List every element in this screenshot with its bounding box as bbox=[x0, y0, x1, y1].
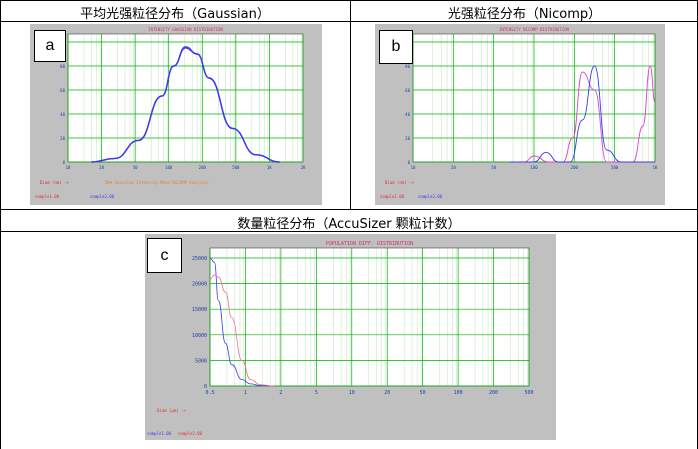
x-tick-label: 500 bbox=[611, 165, 619, 170]
y-tick-label: 15000 bbox=[192, 307, 207, 313]
y-tick-label: 20 bbox=[405, 136, 410, 141]
x-tick-label: 500 bbox=[524, 390, 533, 396]
x-tick-label: 20 bbox=[451, 165, 456, 170]
x-tick-label: 2K bbox=[301, 165, 306, 170]
title-b: 光强粒径分布（Nicomp） bbox=[447, 7, 602, 22]
x-tick-label: 0.5 bbox=[205, 390, 214, 396]
footer-c-series2: sample2.00 bbox=[178, 431, 203, 436]
y-tick-label: 20000 bbox=[192, 282, 207, 288]
x-tick-label: 1K bbox=[267, 165, 272, 170]
x-tick-label: 5 bbox=[315, 390, 318, 396]
chart-c: POPULATION DIFF. DISTRIBUTION 0.5 1 2 5 10 20 5… bbox=[145, 234, 556, 440]
footer-a-series1: sample1.00 bbox=[35, 194, 60, 199]
chart-title: INTENSITY NICOMP DISTRIBUTION bbox=[499, 27, 569, 32]
footer-c-series1: sample1.00 bbox=[147, 431, 172, 436]
chart-title: INTENSITY GAUSSIAN DISTRIBUTION bbox=[148, 27, 223, 32]
title-c: 数量粒径分布（AccuSizer 颗粒计数） bbox=[237, 217, 461, 232]
x-tick-label: 100 bbox=[530, 165, 538, 170]
plot-area bbox=[209, 247, 530, 387]
x-tick-label: 200 bbox=[571, 165, 579, 170]
y-tick-label: 40 bbox=[405, 112, 410, 117]
x-tick-label: 50 bbox=[491, 165, 496, 170]
chart-a: INTENSITY GAUSSIAN DISTRIBUTION 10 20 50 100… bbox=[30, 24, 322, 205]
footer-b-series1: sample1.00 bbox=[380, 194, 405, 199]
chart-title: POPULATION DIFF. DISTRIBUTION bbox=[326, 241, 413, 247]
x-tick-label: 20 bbox=[384, 390, 390, 396]
x-tick-label: 100 bbox=[165, 165, 173, 170]
x-tick-label: 100 bbox=[454, 390, 463, 396]
series-line-1 bbox=[209, 257, 275, 387]
footer-b-unit: Diam (nm) -> bbox=[385, 180, 414, 185]
footer-c-unit: Diam (µm) -> bbox=[157, 408, 186, 413]
x-tick-label: 10 bbox=[66, 165, 71, 170]
title-a: 平均光强粒径分布（Gaussian） bbox=[80, 7, 270, 22]
x-tick-label: 200 bbox=[199, 165, 207, 170]
y-tick-label: 10000 bbox=[192, 333, 207, 339]
x-tick-label: 20 bbox=[99, 165, 104, 170]
series-line-2 bbox=[91, 46, 280, 163]
y-tick-label: 20 bbox=[60, 136, 65, 141]
x-tick-label: 50 bbox=[420, 390, 426, 396]
y-tick-label: 60 bbox=[60, 88, 65, 93]
x-tick-label: 10 bbox=[411, 165, 416, 170]
x-tick-label: 1K bbox=[653, 165, 658, 170]
x-tick-label: 50 bbox=[133, 165, 138, 170]
chart-b: INTENSITY NICOMP DISTRIBUTION 10 20 50 100 20… bbox=[375, 24, 665, 205]
footer-a-unit: Diam (nm) -> bbox=[40, 180, 69, 185]
footer-a-series2: sample2.00 bbox=[90, 194, 115, 199]
series-line-2 bbox=[509, 65, 655, 163]
footer-b-series2: sample2.00 bbox=[418, 194, 443, 199]
x-tick-label: 1 bbox=[244, 390, 247, 396]
badge-b: b bbox=[379, 30, 413, 64]
x-tick-label: 500 bbox=[232, 165, 240, 170]
x-tick-label: 10 bbox=[349, 390, 355, 396]
y-tick-label: 25000 bbox=[192, 256, 207, 262]
series-line-2 bbox=[209, 274, 275, 387]
y-tick-label: 0 bbox=[63, 160, 66, 165]
plot-area bbox=[67, 33, 304, 163]
y-tick-label: 60 bbox=[405, 88, 410, 93]
y-tick-label: 0 bbox=[204, 384, 207, 390]
y-tick-label: 5000 bbox=[195, 358, 207, 364]
y-tick-label: 80 bbox=[60, 64, 65, 69]
badge-a: a bbox=[34, 30, 66, 62]
y-tick-label: 80 bbox=[405, 64, 410, 69]
y-tick-label: 0 bbox=[408, 160, 411, 165]
x-tick-label: 2 bbox=[279, 390, 282, 396]
badge-c: c bbox=[147, 238, 182, 273]
y-tick-label: 40 bbox=[60, 112, 65, 117]
x-tick-label: 200 bbox=[489, 390, 498, 396]
footer-a-note: 50% Gaussian Intensity Mean NICOMP Analy… bbox=[105, 180, 209, 185]
